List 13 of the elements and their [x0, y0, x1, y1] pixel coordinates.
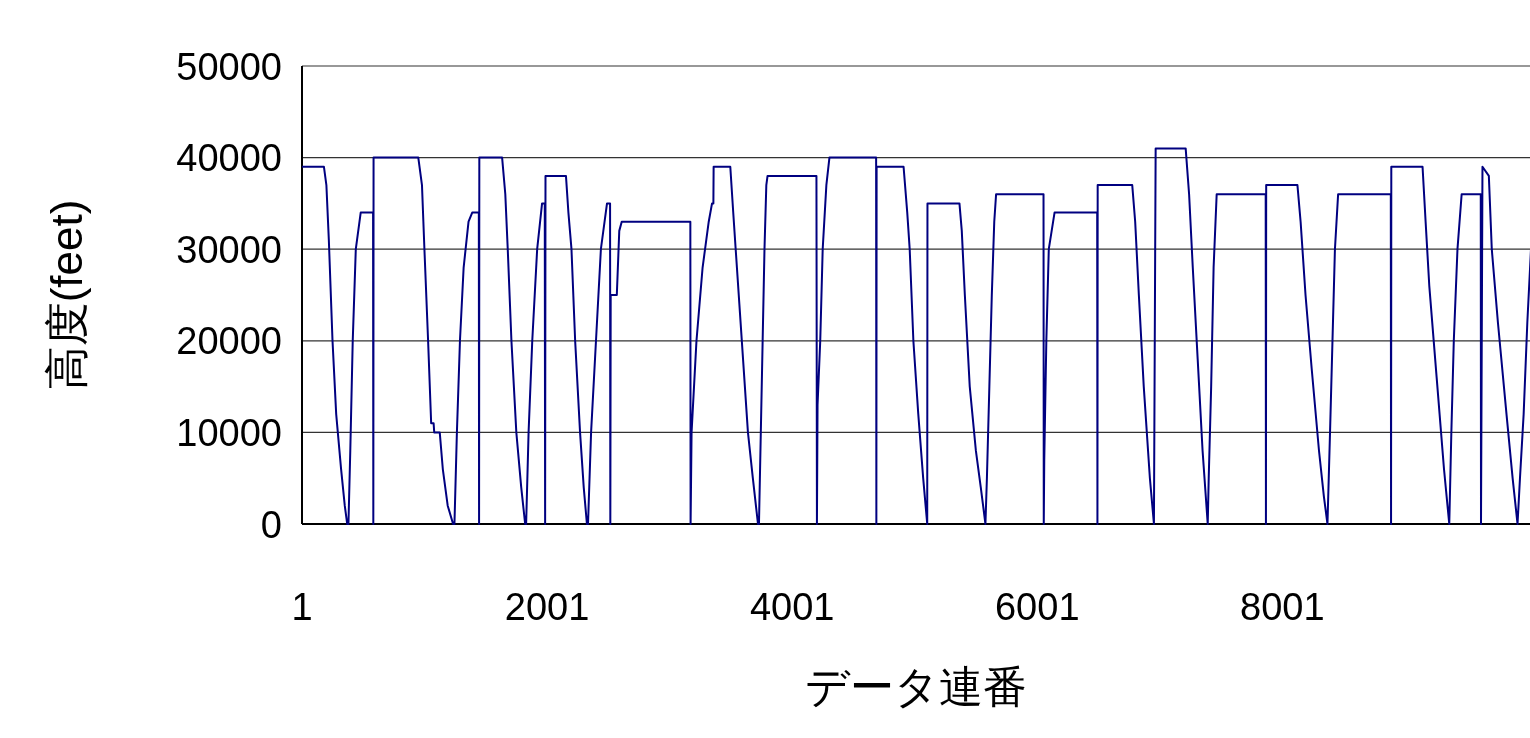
y-tick-label: 10000: [176, 412, 282, 455]
y-tick-label: 50000: [176, 45, 282, 88]
y-axis-title: 高度(feet): [42, 199, 91, 391]
y-tick-label: 20000: [176, 320, 282, 363]
x-axis-title: データ連番: [805, 662, 1027, 711]
x-tick-label: 1: [291, 586, 313, 628]
x-tick-label: 2001: [504, 586, 590, 628]
x-tick-label: 6001: [994, 586, 1080, 628]
y-tick-label: 40000: [176, 137, 282, 180]
y-tick-label: 30000: [176, 228, 282, 271]
x-tick-label: 4001: [749, 586, 835, 628]
y-tick-label: 0: [260, 503, 282, 546]
x-tick-label: 8001: [1240, 586, 1325, 628]
